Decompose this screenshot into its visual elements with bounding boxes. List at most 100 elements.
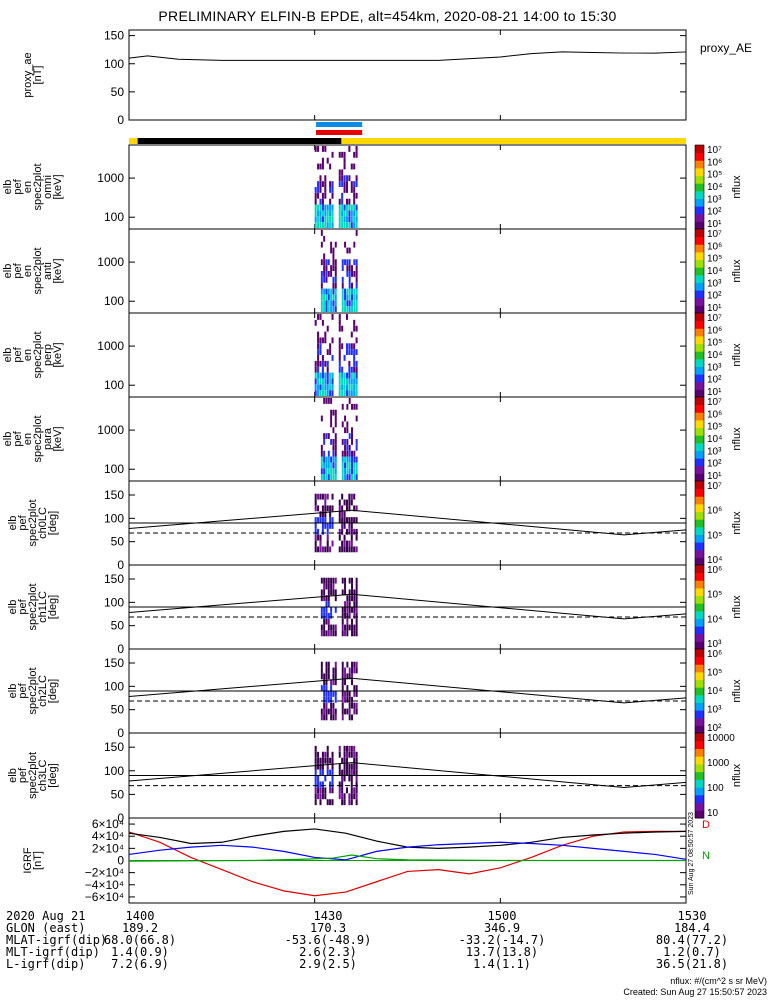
en_omni-cell [338, 181, 341, 187]
ch0LC-colorbar-segment [695, 496, 704, 505]
en_perp-ylabel-line: spec2plot [32, 331, 44, 378]
en_perp-cell [355, 349, 358, 355]
en_omni-cell [350, 163, 353, 170]
en_para-cell [327, 462, 330, 469]
ch2LC-cell [330, 702, 333, 709]
ch3LC-colorbar-segment [695, 787, 704, 796]
ch3LC-cell [355, 793, 358, 800]
ch0LC-cell [341, 546, 344, 553]
en_perp-cell [319, 360, 322, 367]
ch0LC-cell [353, 493, 356, 500]
ch3LC-cell [350, 751, 353, 758]
en_perp-cell [321, 378, 324, 385]
en_omni-cell [317, 163, 320, 170]
ch1LC-cell [320, 595, 323, 602]
en_perp-cell [345, 390, 349, 396]
ch1LC-cell [355, 589, 358, 596]
ch2LC-cell [323, 673, 326, 680]
ch2LC-cell [325, 673, 328, 680]
en_omni-cell [338, 204, 341, 211]
ch1LC-cell [348, 589, 351, 596]
ch0LC-cell [350, 540, 353, 547]
en_perp-cell [314, 366, 317, 373]
ch1LC-cell [334, 595, 337, 602]
ch3LC-cell [355, 799, 358, 806]
en_omni-cell [348, 146, 351, 152]
ch1LC-cell [344, 589, 347, 596]
ch1LC-cell [355, 624, 358, 631]
en_para-cell [320, 474, 323, 480]
ch3LC-cell [326, 799, 329, 806]
ch3LC-cell [355, 751, 358, 758]
ch1LC-cell [341, 624, 344, 631]
ch3LC-ylabel-line: pef [17, 767, 29, 783]
en_perp-cell [353, 319, 356, 326]
orbit-bar-shadow [137, 138, 342, 144]
ch2LC-cell [332, 708, 335, 715]
ch0LC-cell [350, 517, 353, 523]
en_perp-colorbar-segment [695, 343, 704, 352]
ch3LC-cell [350, 787, 353, 794]
en_perp-colorbar-tick-label: 10⁶ [707, 325, 722, 336]
ch2LC-cell [346, 696, 349, 703]
orbit-row-value: 170.3 [309, 921, 347, 935]
ch0LC-cell [324, 517, 327, 523]
ch0LC-cell [348, 493, 351, 500]
ch3LC-ytick-label: 150 [104, 740, 124, 754]
en_omni-cell [324, 210, 327, 217]
ch2LC-cell [325, 679, 328, 686]
ch2LC-cell [323, 708, 326, 715]
ch2LC-colorbar-segment [695, 717, 704, 726]
en_omni-colorbar-tick-label: 10² [707, 207, 722, 218]
en_anti-cell [325, 300, 328, 307]
en_perp-cell [319, 343, 322, 350]
en_para-cell [341, 403, 344, 410]
en_anti-cell [332, 259, 335, 266]
en_anti-cell [355, 259, 358, 266]
en_perp-cell [353, 366, 356, 373]
en_perp-colorbar-segment [695, 351, 704, 360]
en_anti-cell [327, 306, 330, 312]
en_anti-cell [348, 300, 351, 307]
en_omni-cell [329, 181, 332, 187]
en_para-cell [330, 468, 333, 475]
en_perp-cell [338, 390, 341, 396]
en_anti-cell [330, 306, 333, 312]
ch3LC-colorbar-segment [695, 771, 704, 780]
ch1LC-cell [325, 618, 328, 625]
en_omni-cell [317, 216, 320, 223]
ch0LC-cell [329, 505, 332, 512]
ch0LC-cell [326, 528, 329, 535]
en_omni-cell [321, 157, 324, 164]
ch1LC-cell [327, 624, 330, 631]
en_anti-cell [320, 276, 323, 283]
ch0LC-cell [317, 517, 320, 523]
en_omni-cell [355, 216, 358, 223]
en_para-cell [341, 421, 344, 428]
created-side-note: Sun Aug 27 08:50:57 2023 [688, 812, 695, 895]
ch1LC-colorbar-label: nflux [731, 595, 743, 619]
igrf-series-D [128, 830, 686, 897]
en_omni-cell [343, 210, 346, 217]
en_para-cell [344, 415, 347, 422]
en_anti-cell [344, 294, 347, 301]
en_anti-colorbar-segment [695, 290, 704, 299]
en_omni-cell [341, 210, 344, 217]
ch1LC-colorbar-segment [695, 641, 704, 650]
ch3LC-cell [324, 757, 327, 764]
ch3LC-cell [355, 787, 358, 794]
en_perp-cell [329, 378, 332, 385]
en_anti-colorbar-segment [695, 274, 704, 283]
en_anti-cell [348, 276, 351, 283]
en_omni-cell [317, 146, 320, 152]
en_para-cell [351, 456, 353, 463]
en_omni-cell [353, 163, 356, 170]
en_omni-cell [348, 210, 351, 217]
en_omni-cell [345, 216, 349, 223]
en_para-cell [348, 462, 351, 469]
ch2LC-cell [341, 679, 344, 686]
ch1LC-colorbar-segment [695, 580, 704, 589]
en_omni-cell [329, 210, 332, 217]
ch2LC-cell [348, 696, 351, 703]
ch0LC-cell [319, 546, 322, 553]
